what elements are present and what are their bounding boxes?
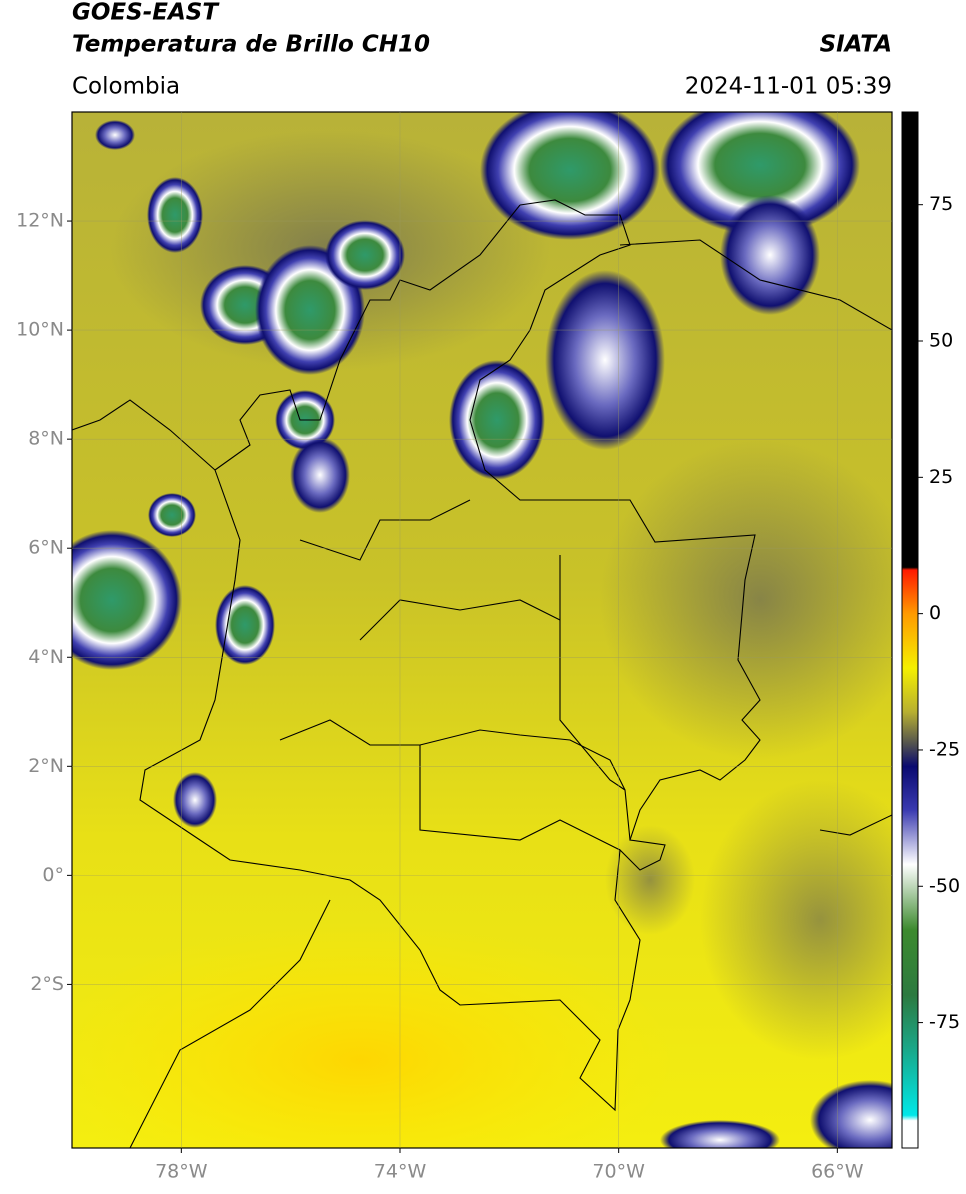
lat-tick-label: 2°N xyxy=(28,755,64,777)
cloud xyxy=(72,530,182,670)
colorbar-tick-label: 25 xyxy=(929,466,953,488)
map-imagery xyxy=(72,112,892,1148)
lat-tick-label: 2°S xyxy=(30,973,64,995)
lat-tick-label: 0° xyxy=(42,864,64,886)
peru-border xyxy=(129,899,331,1148)
title: GOES-EAST xyxy=(72,0,220,26)
lon-tick-label: 74°W xyxy=(374,1161,427,1183)
cloud xyxy=(325,220,405,290)
cloud xyxy=(215,585,275,665)
colorbar-tick-label: -25 xyxy=(929,738,960,760)
cloud xyxy=(147,177,203,253)
lat-tick-label: 8°N xyxy=(28,428,64,450)
lon-tick-label: 70°W xyxy=(592,1161,645,1183)
region: Colombia xyxy=(72,74,180,100)
haze xyxy=(700,780,892,1060)
subtitle: Temperatura de Brillo CH10 xyxy=(72,32,430,58)
dept-border xyxy=(819,814,892,836)
cloud xyxy=(810,1080,892,1148)
colorbar-tick-label: 0 xyxy=(929,602,941,624)
colorbar xyxy=(901,111,919,1149)
colorbar-tick-label: 50 xyxy=(929,330,953,352)
panama-border xyxy=(72,399,216,471)
brazil-border xyxy=(559,555,631,841)
venezuela-border xyxy=(619,239,892,331)
axes: 78°W 74°W 70°W 66°W 12°N 10°N 8°N 6°N 4°N 2°N 0° 2°… xyxy=(16,112,960,1183)
cloud xyxy=(290,437,350,513)
datetime: 2024-11-01 05:39 xyxy=(685,74,892,100)
dept-border xyxy=(359,599,561,641)
colorbar-tick-label: -75 xyxy=(929,1011,960,1033)
map-frame xyxy=(71,111,893,1149)
lat-tick-label: 6°N xyxy=(28,537,64,559)
colorbar-tick-label: 75 xyxy=(929,193,953,215)
cloud xyxy=(148,493,196,537)
dept-border xyxy=(419,745,621,851)
lon-tick-label: 78°W xyxy=(155,1161,208,1183)
colorbar-tick-label: -50 xyxy=(929,875,960,897)
lat-tick-label: 12°N xyxy=(16,210,64,232)
haze xyxy=(600,440,892,760)
cloud xyxy=(480,112,660,240)
cloud xyxy=(95,120,135,150)
haze xyxy=(605,825,695,935)
lon-tick-label: 66°W xyxy=(811,1161,864,1183)
cloud xyxy=(660,112,860,235)
cloud xyxy=(449,360,545,480)
cloud xyxy=(720,195,820,315)
lat-tick-label: 4°N xyxy=(28,646,64,668)
cloud xyxy=(660,1120,780,1148)
warm-area xyxy=(72,920,680,1148)
cloud xyxy=(173,772,217,828)
colombia-border xyxy=(139,199,761,1112)
source: SIATA xyxy=(820,32,892,58)
dept-border xyxy=(419,729,626,791)
dept-border xyxy=(299,499,471,561)
cloud xyxy=(545,270,665,450)
dept-border xyxy=(279,719,420,746)
lat-tick-label: 10°N xyxy=(16,319,64,341)
